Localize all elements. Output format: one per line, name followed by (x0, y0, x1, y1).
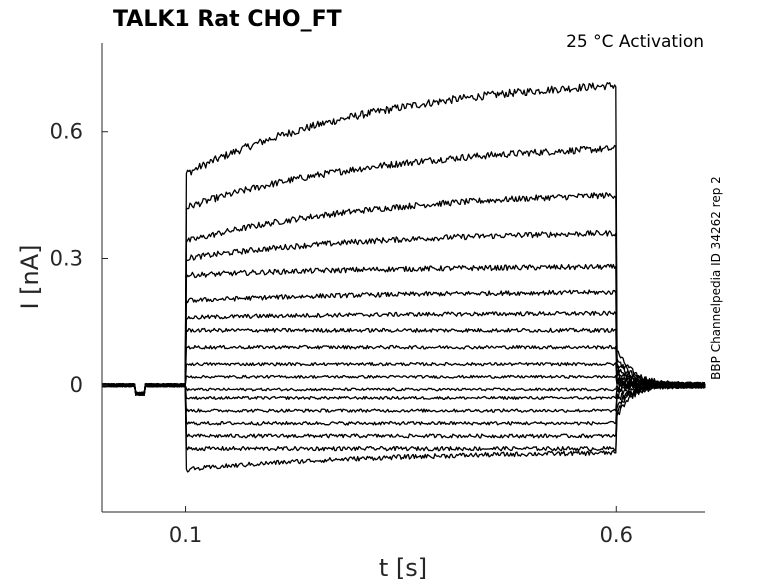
y-tick-label: 0 (70, 373, 83, 397)
y-tick-label: 0.6 (50, 120, 83, 144)
current-trace-13 (101, 381, 706, 400)
x-ticks: 0.1 0.6 (169, 506, 633, 547)
current-trace-3 (101, 192, 706, 396)
current-trace-6 (101, 289, 706, 396)
x-tick-label: 0.6 (600, 523, 633, 547)
current-trace-10 (101, 361, 706, 396)
source-id-label: BBP Channelpedia ID 34262 rep 2 (709, 176, 723, 380)
current-trace-11 (101, 374, 706, 396)
chart-title: TALK1 Rat CHO_FT (113, 7, 342, 32)
current-trace-15 (101, 381, 706, 426)
current-trace-4 (101, 229, 706, 396)
y-ticks: 0 0.3 0.6 (50, 120, 108, 397)
y-tick-label: 0.3 (50, 246, 83, 270)
y-axis-label: I [nA] (16, 244, 44, 309)
current-trace-16 (101, 382, 706, 439)
current-trace-5 (101, 263, 706, 396)
x-axis-label: t [s] (379, 554, 427, 582)
current-trace-12 (101, 381, 706, 397)
current-trace-1 (101, 82, 706, 396)
current-trace-18 (101, 382, 706, 473)
condition-label: 25 °C Activation (566, 32, 704, 52)
current-trace-7 (101, 310, 706, 396)
current-trace-9 (101, 344, 706, 396)
x-tick-label: 0.1 (169, 523, 202, 547)
current-trace-2 (101, 144, 706, 396)
current-trace-17 (101, 382, 706, 452)
trace-group (101, 82, 706, 473)
current-trace-14 (101, 381, 706, 413)
current-trace-8 (101, 327, 706, 396)
